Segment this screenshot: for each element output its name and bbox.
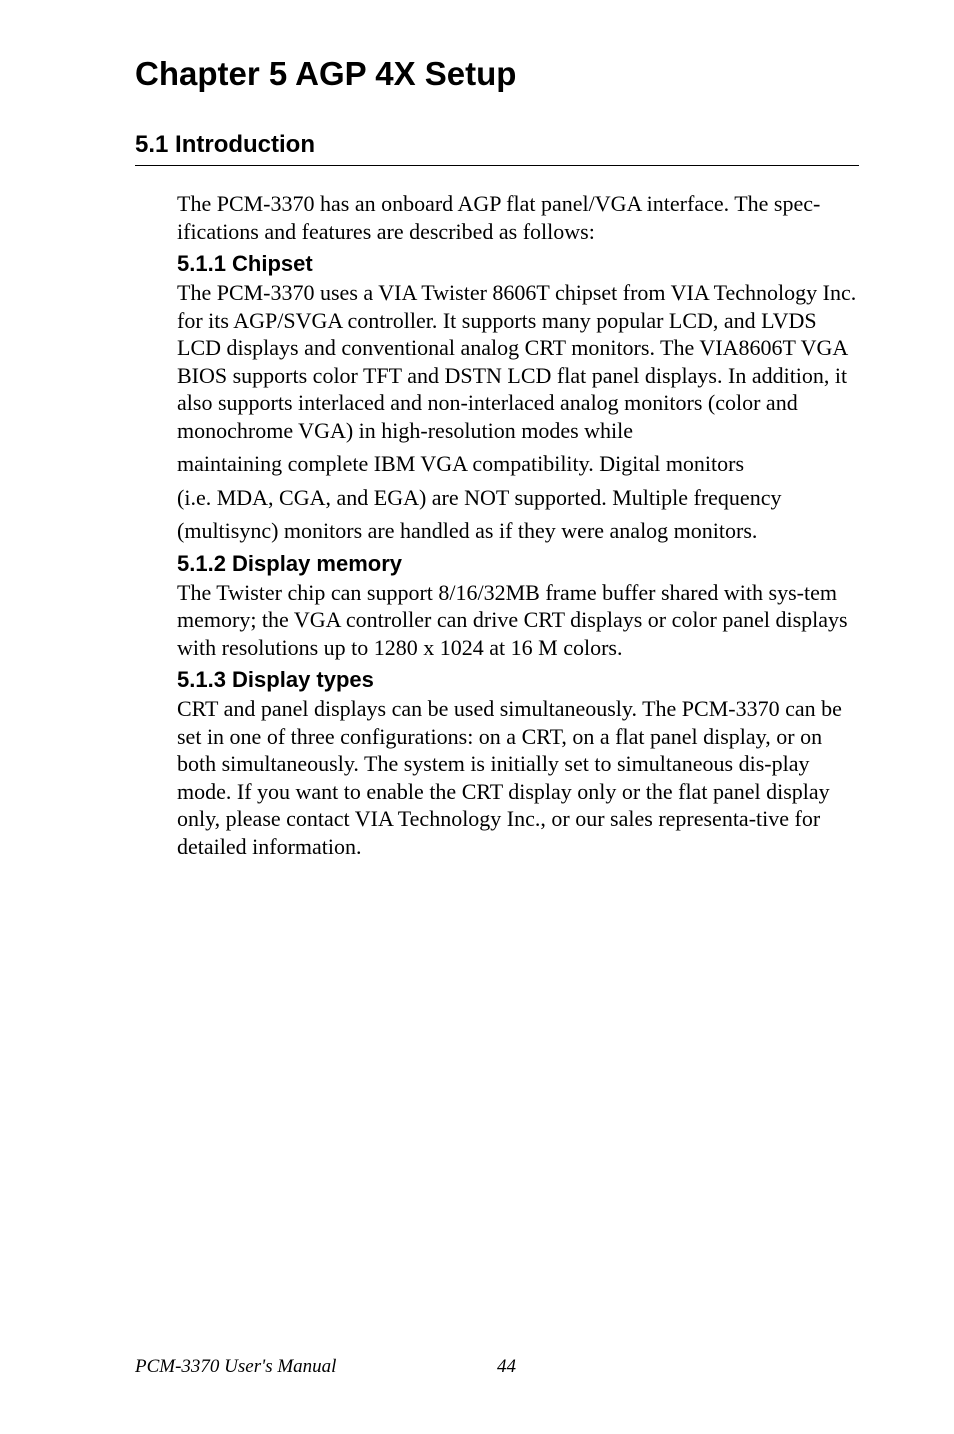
- subsection-display-memory-heading: 5.1.2 Display memory: [177, 551, 859, 577]
- chipset-para-3: (i.e. MDA, CGA, and EGA) are NOT support…: [177, 484, 859, 512]
- chapter-title: Chapter 5 AGP 4X Setup: [135, 55, 859, 93]
- footer-page-number: 44: [497, 1356, 516, 1378]
- page-footer: PCM-3370 User's Manual 44: [135, 1356, 859, 1378]
- section-rule: [135, 165, 859, 166]
- display-memory-para: The Twister chip can support 8/16/32MB f…: [177, 579, 859, 662]
- subsection-display-types-heading: 5.1.3 Display types: [177, 667, 859, 693]
- display-types-para: CRT and panel displays can be used simul…: [177, 695, 859, 860]
- chipset-para-2: maintaining complete IBM VGA compatibili…: [177, 450, 859, 478]
- footer-manual-title: PCM-3370 User's Manual: [135, 1356, 336, 1377]
- chipset-para-4: (multisync) monitors are handled as if t…: [177, 517, 859, 545]
- subsection-chipset-heading: 5.1.1 Chipset: [177, 251, 859, 277]
- intro-paragraph: The PCM-3370 has an onboard AGP flat pan…: [177, 190, 859, 245]
- chipset-para-1: The PCM-3370 uses a VIA Twister 8606T ch…: [177, 279, 859, 444]
- section-heading: 5.1 Introduction: [135, 131, 859, 159]
